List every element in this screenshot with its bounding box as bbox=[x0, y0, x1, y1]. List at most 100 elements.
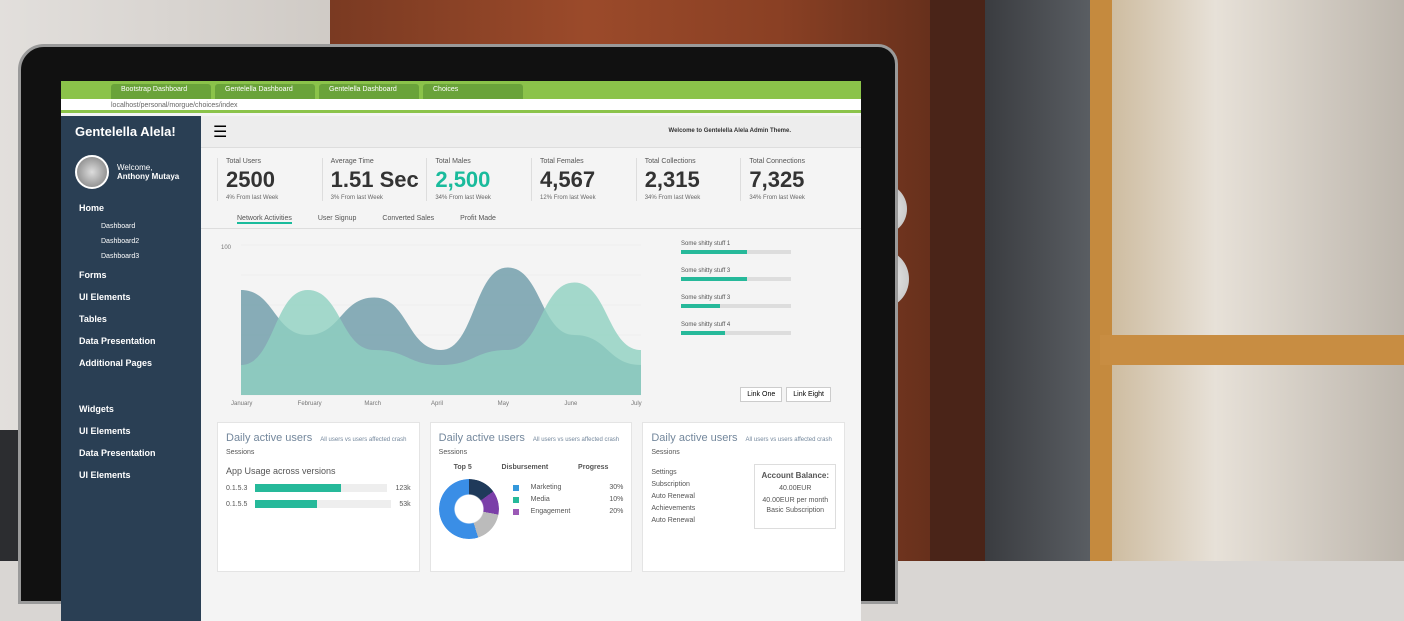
nav-tables[interactable]: Tables bbox=[79, 314, 107, 324]
stat-label: Average Time bbox=[330, 158, 374, 165]
chart-legend: Some shitty stuff 1 Some shitty stuff 3 So… bbox=[681, 241, 791, 349]
nav-widgets[interactable]: Widgets bbox=[79, 404, 114, 414]
legend-item: Some shitty stuff 3 bbox=[681, 268, 791, 281]
col-disbursement: Disbursement bbox=[501, 464, 549, 471]
panel-sub: Sessions bbox=[438, 449, 468, 456]
panel-title: Daily active users bbox=[651, 432, 738, 444]
stat-change: 34% From last Week bbox=[435, 195, 491, 201]
version-label: 0.1.5.3 bbox=[226, 484, 248, 492]
x-tick: March bbox=[364, 401, 381, 407]
balance-title: Account Balance: bbox=[761, 471, 830, 480]
progress-fill bbox=[681, 304, 720, 308]
nav-home[interactable]: Home bbox=[79, 203, 105, 213]
x-tick: January bbox=[231, 401, 252, 407]
legend-swatch bbox=[512, 484, 519, 491]
col-progress: Progress bbox=[578, 464, 609, 471]
account-list-item[interactable]: Auto Renewal bbox=[651, 493, 695, 500]
main-content: ☰ Welcome to Gentelella Alela Admin Them… bbox=[201, 116, 861, 621]
stat-label: Total Users bbox=[226, 158, 262, 165]
nav-data-presentation[interactable]: Data Presentation bbox=[79, 448, 156, 458]
version-label: 0.1.5.5 bbox=[226, 500, 248, 508]
chart-tabs: Network Activities User Signup Converted… bbox=[201, 211, 861, 229]
usage-bar bbox=[255, 484, 342, 492]
tab-network-activities[interactable]: Network Activities bbox=[237, 215, 292, 224]
browser-tab[interactable]: Choices bbox=[423, 84, 523, 99]
x-tick: July bbox=[631, 401, 642, 407]
topbar: ☰ Welcome to Gentelella Alela Admin Them… bbox=[201, 116, 861, 148]
stat-card: Total Males 2,500 34% From last Week bbox=[426, 158, 531, 201]
laptop-screen: Bootstrap Dashboard Gentelella Dashboard… bbox=[61, 81, 861, 621]
stat-value: 2,500 bbox=[435, 167, 491, 192]
address-bar[interactable]: localhost/personal/morgue/choices/index bbox=[61, 99, 861, 113]
usage-value: 123k bbox=[395, 484, 411, 492]
panel-app-usage: Daily active users All users vs users aff… bbox=[217, 422, 420, 572]
browser-tabs: Bootstrap Dashboard Gentelella Dashboard… bbox=[61, 81, 861, 99]
user-name: Anthony Mutaya bbox=[117, 172, 180, 181]
usage-value: 53k bbox=[399, 500, 411, 508]
account-list-item[interactable]: Subscription bbox=[651, 481, 690, 488]
stat-card: Total Collections 2,315 34% From last Week bbox=[635, 158, 741, 201]
area-chart: 100 January February March April May June July bbox=[221, 244, 642, 407]
legend-label: Some shitty stuff 1 bbox=[681, 241, 731, 247]
account-list-item[interactable]: Settings bbox=[651, 469, 677, 476]
account-list-item[interactable]: Auto Renewal bbox=[651, 517, 695, 524]
profile: Welcome, Anthony Mutaya bbox=[61, 147, 201, 197]
legend-label: Engagement bbox=[530, 508, 571, 515]
x-tick: May bbox=[498, 401, 509, 407]
stat-change: 4% From last Week bbox=[226, 195, 279, 201]
legend-item: Some shitty stuff 4 bbox=[681, 322, 791, 335]
link-eight-button[interactable]: Link Eight bbox=[786, 387, 831, 402]
nav-forms[interactable]: Forms bbox=[79, 270, 107, 280]
x-tick: June bbox=[564, 401, 578, 407]
donut-legend-item: Engagement 20% bbox=[512, 508, 623, 515]
nav-dashboard3[interactable]: Dashboard3 bbox=[101, 253, 140, 260]
x-tick: February bbox=[298, 401, 322, 407]
account-list-item[interactable]: Achievements bbox=[651, 505, 696, 512]
y-tick: 100 bbox=[221, 245, 232, 251]
stat-value: 2500 bbox=[226, 167, 275, 192]
legend-pct: 30% bbox=[609, 484, 624, 491]
link-one-button[interactable]: Link One bbox=[740, 387, 783, 402]
chart-series-area bbox=[241, 282, 641, 395]
browser-tab[interactable]: Bootstrap Dashboard bbox=[111, 84, 211, 99]
nav-data-presentation[interactable]: Data Presentation bbox=[79, 336, 156, 346]
panels: Daily active users All users vs users aff… bbox=[201, 416, 861, 578]
stat-label: Total Females bbox=[540, 158, 584, 165]
nav-dashboard[interactable]: Dashboard bbox=[101, 223, 136, 230]
nav-ui-elements[interactable]: UI Elements bbox=[79, 292, 131, 302]
shelf-post bbox=[1090, 0, 1112, 561]
nav-additional-pages[interactable]: Additional Pages bbox=[79, 358, 153, 368]
progress-fill bbox=[681, 331, 725, 335]
donut-chart bbox=[438, 479, 499, 539]
welcome-text: Welcome, bbox=[117, 163, 153, 172]
stat-card: Total Connections 7,325 34% From last Week bbox=[740, 158, 845, 201]
browser-tab[interactable]: Gentelella Dashboard bbox=[215, 84, 315, 99]
stat-label: Total Males bbox=[435, 158, 471, 165]
welcome-banner: Welcome to Gentelella Alela Admin Theme. bbox=[668, 128, 791, 134]
shelf-area bbox=[1090, 0, 1404, 561]
donut-legend-item: Marketing 30% bbox=[512, 484, 624, 491]
nav-ui-elements[interactable]: UI Elements bbox=[79, 470, 131, 480]
panel-note: All users vs users affected crash bbox=[745, 437, 832, 443]
nav-ui-elements[interactable]: UI Elements bbox=[79, 426, 131, 436]
panel-sub: Sessions bbox=[651, 449, 680, 456]
tab-converted-sales[interactable]: Converted Sales bbox=[382, 215, 435, 222]
nav-dashboard2[interactable]: Dashboard2 bbox=[101, 238, 140, 245]
laptop: Bootstrap Dashboard Gentelella Dashboard… bbox=[18, 44, 898, 621]
balance-per-month: 40.00EUR per month bbox=[762, 497, 829, 504]
stat-value: 1.51 Sec bbox=[330, 167, 419, 192]
legend-label: Some shitty stuff 4 bbox=[681, 322, 731, 328]
tab-user-signup[interactable]: User Signup bbox=[317, 215, 357, 222]
legend-swatch bbox=[512, 508, 519, 515]
stat-change: 12% From last Week bbox=[540, 195, 596, 201]
account-balance-box: Account Balance: 40.00EUR 40.00EUR per m… bbox=[754, 464, 837, 529]
tab-profit-made[interactable]: Profit Made bbox=[460, 215, 496, 222]
panel-title: Daily active users bbox=[226, 432, 313, 444]
network-chart: 100 January February March April May June July … bbox=[221, 235, 841, 410]
stat-value: 2,315 bbox=[644, 167, 700, 192]
stat-label: Total Connections bbox=[749, 158, 806, 165]
menu-icon[interactable]: ☰ bbox=[213, 124, 228, 141]
stat-change: 3% From last Week bbox=[330, 195, 383, 201]
browser-tab[interactable]: Gentelella Dashboard bbox=[319, 84, 419, 99]
legend-pct: 10% bbox=[609, 496, 624, 503]
